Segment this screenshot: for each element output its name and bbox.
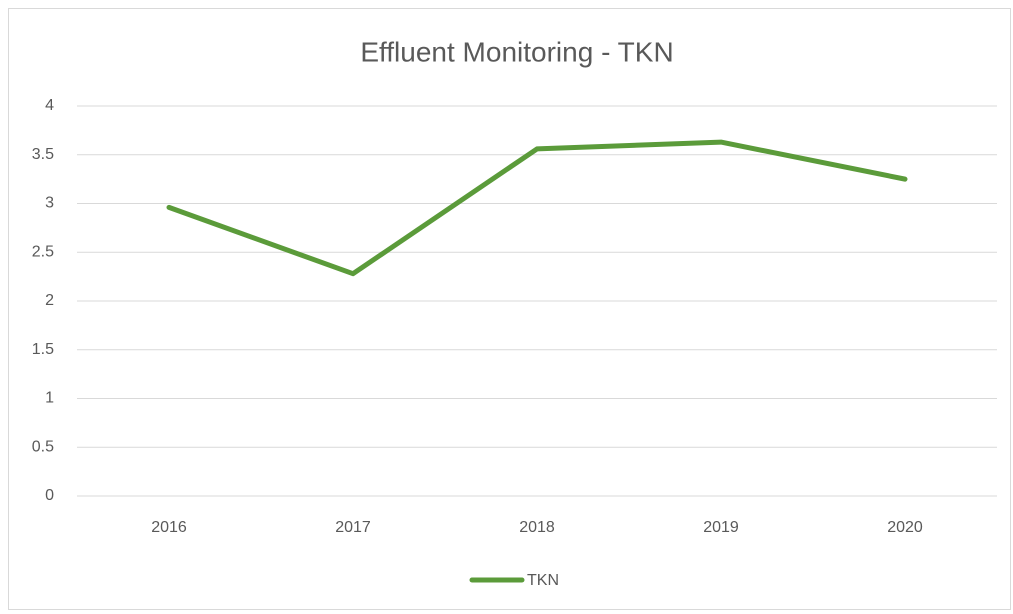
y-tick-label: 1.5	[32, 341, 54, 358]
y-tick-label: 4	[45, 97, 54, 114]
x-tick-label: 2019	[703, 519, 739, 536]
x-tick-label: 2020	[887, 519, 923, 536]
chart-border	[8, 8, 1011, 610]
x-tick-label: 2017	[335, 519, 371, 536]
y-tick-label: 0.5	[32, 438, 54, 455]
y-tick-label: 1	[45, 390, 54, 407]
y-tick-label: 2	[45, 292, 54, 309]
y-tick-label: 0	[45, 487, 54, 504]
y-tick-label: 3.5	[32, 146, 54, 163]
y-tick-label: 2.5	[32, 243, 54, 260]
y-tick-label: 3	[45, 195, 54, 212]
legend-label: TKN	[527, 572, 559, 589]
x-tick-label: 2016	[151, 519, 187, 536]
x-tick-label: 2018	[519, 519, 555, 536]
chart-title: Effluent Monitoring - TKN	[360, 36, 673, 67]
data-line	[166, 139, 908, 277]
